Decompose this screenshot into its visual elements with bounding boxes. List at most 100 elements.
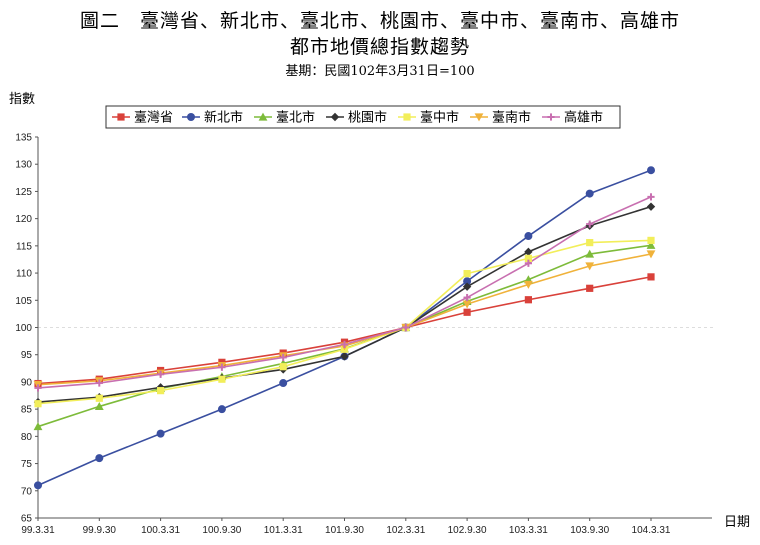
y-tick-label: 95 xyxy=(21,350,33,361)
data-point-s7-11 xyxy=(647,193,655,201)
data-point-s7-2 xyxy=(95,379,103,387)
series-line-4 xyxy=(37,205,652,403)
y-axis-label: 指數 xyxy=(9,92,35,107)
legend-marker xyxy=(258,112,268,121)
data-point-s4-11 xyxy=(646,202,656,211)
data-point-s2-11 xyxy=(647,166,655,175)
legend-item-7: 高雄市 xyxy=(542,110,603,126)
x-axis-label: 日期 xyxy=(724,515,750,530)
data-point-s5-2 xyxy=(95,394,103,402)
data-point-s5-10 xyxy=(586,238,594,247)
data-point-s2-10 xyxy=(585,189,594,198)
data-point-s2-2 xyxy=(95,454,104,463)
y-tick-label: 110 xyxy=(16,269,32,280)
data-point-s7-3 xyxy=(157,370,165,378)
legend-label: 臺南市 xyxy=(492,110,531,126)
data-point-s5-3 xyxy=(157,387,165,395)
y-tick-label: 70 xyxy=(21,486,33,497)
x-tick-label: 102.3.31 xyxy=(386,525,425,536)
chart-title-line1: 圖二 臺灣省、新北市、臺北市、桃園市、臺中市、臺南市、高雄市 xyxy=(79,10,680,32)
y-tick-label: 115 xyxy=(16,241,32,252)
legend-marker xyxy=(403,113,411,121)
data-point-s3-11 xyxy=(646,240,656,249)
data-point-s2-4 xyxy=(217,405,226,414)
data-point-s2-3 xyxy=(156,429,165,438)
data-point-s7-8 xyxy=(463,293,471,302)
legend-marker xyxy=(330,112,340,122)
legend-marker xyxy=(547,113,555,121)
x-tick-label: 103.3.31 xyxy=(509,525,548,536)
x-tick-label: 99.3.31 xyxy=(21,525,55,536)
legend-marker xyxy=(474,113,484,122)
x-tick-label: 103.9.30 xyxy=(570,525,609,536)
x-tick-label: 102.9.30 xyxy=(448,525,487,536)
data-point-s3-1 xyxy=(33,422,43,431)
data-point-s6-9 xyxy=(524,280,533,289)
x-tick-label: 101.9.30 xyxy=(325,525,364,536)
legend-label: 臺灣省 xyxy=(134,111,173,126)
legend-label: 臺中市 xyxy=(420,110,459,126)
y-tick-label: 80 xyxy=(21,432,33,443)
data-point-s2-8 xyxy=(463,277,472,286)
x-tick-label: 99.9.30 xyxy=(83,525,117,536)
data-point-s5-9 xyxy=(524,254,532,262)
data-point-s7-9 xyxy=(524,259,532,267)
data-point-s7-4 xyxy=(218,363,226,371)
legend: 臺灣省 新北市 臺北市 桃園市 臺中市 臺南市 高雄市 xyxy=(105,105,621,129)
series-markers xyxy=(33,166,656,490)
series-line-6 xyxy=(37,253,652,386)
legend-item-5: 臺中市 xyxy=(398,110,459,126)
data-point-s5-1 xyxy=(34,400,42,408)
data-point-s2-1 xyxy=(34,481,42,490)
y-tick-label: 90 xyxy=(21,377,33,388)
data-point-s4-6 xyxy=(340,352,349,361)
data-point-s1-9 xyxy=(524,296,532,304)
legend-label: 新北市 xyxy=(204,110,243,126)
data-point-s1-11 xyxy=(647,273,655,281)
legend-marker xyxy=(117,113,125,121)
legend-item-6: 臺南市 xyxy=(470,110,531,126)
data-point-s7-1 xyxy=(34,384,42,392)
y-tick-label: 100 xyxy=(15,323,32,334)
legend-item-4: 桃園市 xyxy=(326,110,387,126)
legend-label: 臺北市 xyxy=(276,110,315,126)
data-point-s6-10 xyxy=(585,262,595,271)
series-line-3 xyxy=(37,244,652,428)
data-point-s2-5 xyxy=(279,379,288,388)
y-tick-label: 135 xyxy=(15,133,32,144)
y-tick-label: 120 xyxy=(15,214,32,225)
data-point-s7-7 xyxy=(402,323,410,332)
y-tick-label: 75 xyxy=(21,459,33,470)
data-point-s1-10 xyxy=(586,284,594,292)
legend-item-2: 新北市 xyxy=(182,110,243,126)
x-tick-label: 100.9.30 xyxy=(202,525,241,536)
x-tick-label: 101.3.31 xyxy=(264,525,303,536)
data-point-s5-5 xyxy=(279,363,287,371)
axes: 65 70 75 80 85 90 95 100 105 110 115 120 125 130 135 99… xyxy=(9,92,750,536)
legend-marker xyxy=(187,113,195,121)
data-point-s4-9 xyxy=(524,247,533,257)
data-point-s7-6 xyxy=(340,340,349,348)
data-point-s5-4 xyxy=(218,375,226,383)
legend-item-3: 臺北市 xyxy=(254,110,315,126)
y-tick-label: 105 xyxy=(15,296,32,307)
series-line-1 xyxy=(37,276,652,385)
legend-box xyxy=(105,105,621,129)
data-point-s2-9 xyxy=(524,232,533,241)
data-point-s3-2 xyxy=(94,402,104,411)
data-point-s5-11 xyxy=(647,236,655,245)
chart-title-line2: 都市地價總指數趨勢 xyxy=(289,36,470,58)
data-point-s7-10 xyxy=(586,220,594,228)
data-point-s6-8 xyxy=(462,300,472,309)
data-point-s4-8 xyxy=(462,282,472,291)
data-point-s5-8 xyxy=(463,270,471,278)
y-tick-label: 85 xyxy=(21,405,33,416)
data-point-s3-10 xyxy=(585,249,595,258)
x-tick-label: 100.3.31 xyxy=(141,525,180,536)
y-tick-label: 125 xyxy=(15,187,32,198)
legend-item-1: 臺灣省 xyxy=(112,111,173,126)
chart-subtitle: 基期：民國102年3月31日=100 xyxy=(285,64,475,79)
y-tick-label: 130 xyxy=(15,160,32,171)
data-point-s6-11 xyxy=(646,250,656,259)
